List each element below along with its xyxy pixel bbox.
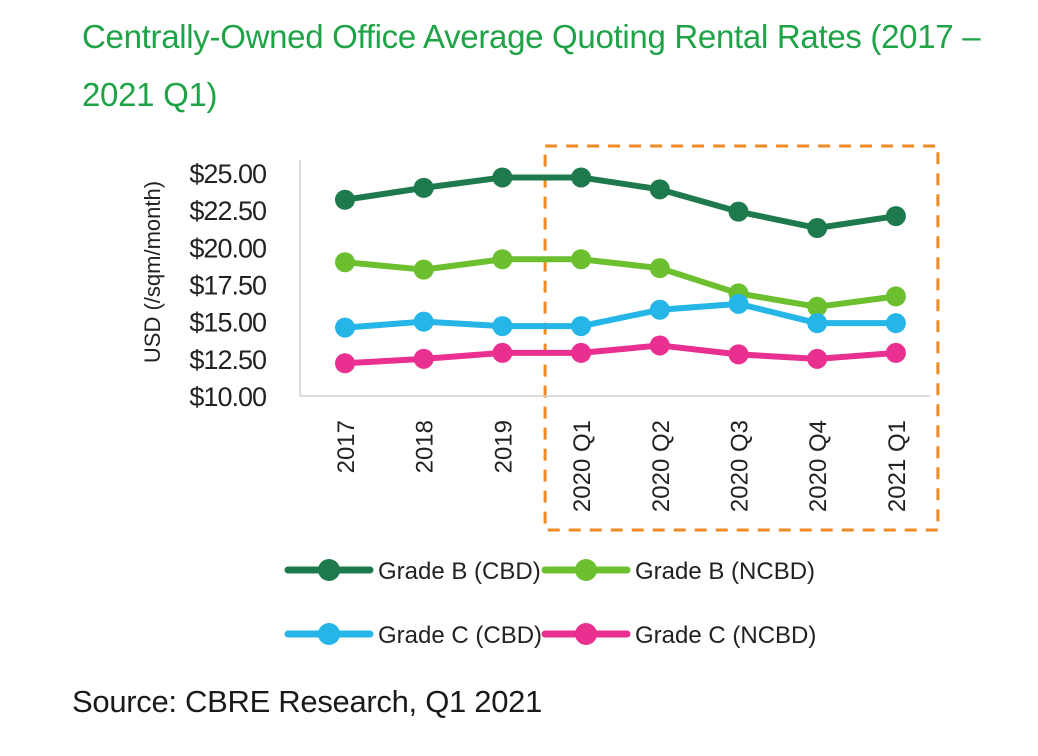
- y-tick-label: $12.50: [189, 345, 266, 375]
- y-tick-label: $17.50: [189, 271, 266, 301]
- legend-swatch-marker: [318, 559, 340, 581]
- data-point: [492, 249, 513, 270]
- data-point: [649, 179, 670, 200]
- x-tick-label: 2021 Q1: [884, 420, 911, 512]
- chart-title-line-1: Centrally-Owned Office Average Quoting R…: [82, 18, 981, 55]
- series-line: [342, 300, 899, 331]
- x-tick-label: 2018: [412, 420, 439, 473]
- data-point: [728, 293, 749, 314]
- legend-label: Grade C (NCBD): [635, 622, 816, 649]
- y-tick-label: $15.00: [189, 308, 266, 338]
- legend-label: Grade C (CBD): [378, 622, 542, 649]
- x-tick-label: 2020 Q2: [648, 420, 675, 512]
- chart-title: Centrally-Owned Office Average Quoting R…: [82, 8, 982, 124]
- data-point: [649, 335, 670, 356]
- x-tick-label: 2020 Q3: [727, 420, 754, 512]
- data-point: [492, 316, 513, 337]
- legend-swatch-marker: [318, 623, 340, 645]
- data-point: [413, 177, 434, 198]
- data-point: [807, 313, 828, 334]
- data-point: [885, 206, 906, 227]
- data-point: [885, 286, 906, 307]
- data-point: [885, 313, 906, 334]
- x-tick-label: 2019: [490, 420, 517, 473]
- y-tick-label: $10.00: [189, 382, 266, 412]
- data-point: [413, 311, 434, 332]
- data-point: [335, 353, 355, 374]
- legend-swatch-marker: [575, 559, 597, 581]
- legend-label: Grade B (CBD): [378, 558, 541, 585]
- data-point: [649, 299, 670, 320]
- highlight-box: [543, 144, 940, 532]
- legend-swatch-marker: [575, 623, 597, 645]
- legend-label: Grade B (NCBD): [635, 558, 815, 585]
- x-tick-label: 2017: [333, 420, 360, 473]
- data-point: [807, 296, 828, 317]
- chart-title-line-2: 2021 Q1): [82, 76, 218, 113]
- x-tick-label: 2020 Q1: [569, 420, 596, 512]
- data-point: [492, 342, 513, 363]
- y-axis-label: USD (/sqm/month): [140, 181, 165, 363]
- line-chart: USD (/sqm/month) $25.00 $22.50 $20.00 $17.50…: [140, 144, 940, 649]
- data-point: [571, 167, 592, 188]
- data-point: [413, 348, 434, 369]
- data-point: [571, 249, 592, 270]
- data-point: [807, 348, 828, 369]
- data-point: [335, 252, 355, 273]
- y-tick-label: $22.50: [189, 196, 266, 226]
- data-point: [728, 201, 749, 222]
- data-point: [807, 218, 828, 239]
- data-point: [571, 316, 592, 337]
- x-tick-label: 2020 Q4: [805, 420, 832, 512]
- y-tick-label: $20.00: [189, 233, 266, 263]
- source-note: Source: CBRE Research, Q1 2021: [72, 684, 543, 719]
- data-point: [335, 189, 355, 210]
- data-point: [885, 342, 906, 363]
- data-point: [728, 344, 749, 365]
- data-point: [335, 317, 355, 338]
- series-line: [342, 256, 899, 310]
- data-point: [413, 259, 434, 280]
- data-point: [649, 258, 670, 279]
- series-line: [342, 174, 899, 232]
- data-point: [571, 342, 592, 363]
- series-line: [342, 342, 899, 367]
- y-tick-label: $25.00: [189, 159, 266, 189]
- data-point: [492, 167, 513, 188]
